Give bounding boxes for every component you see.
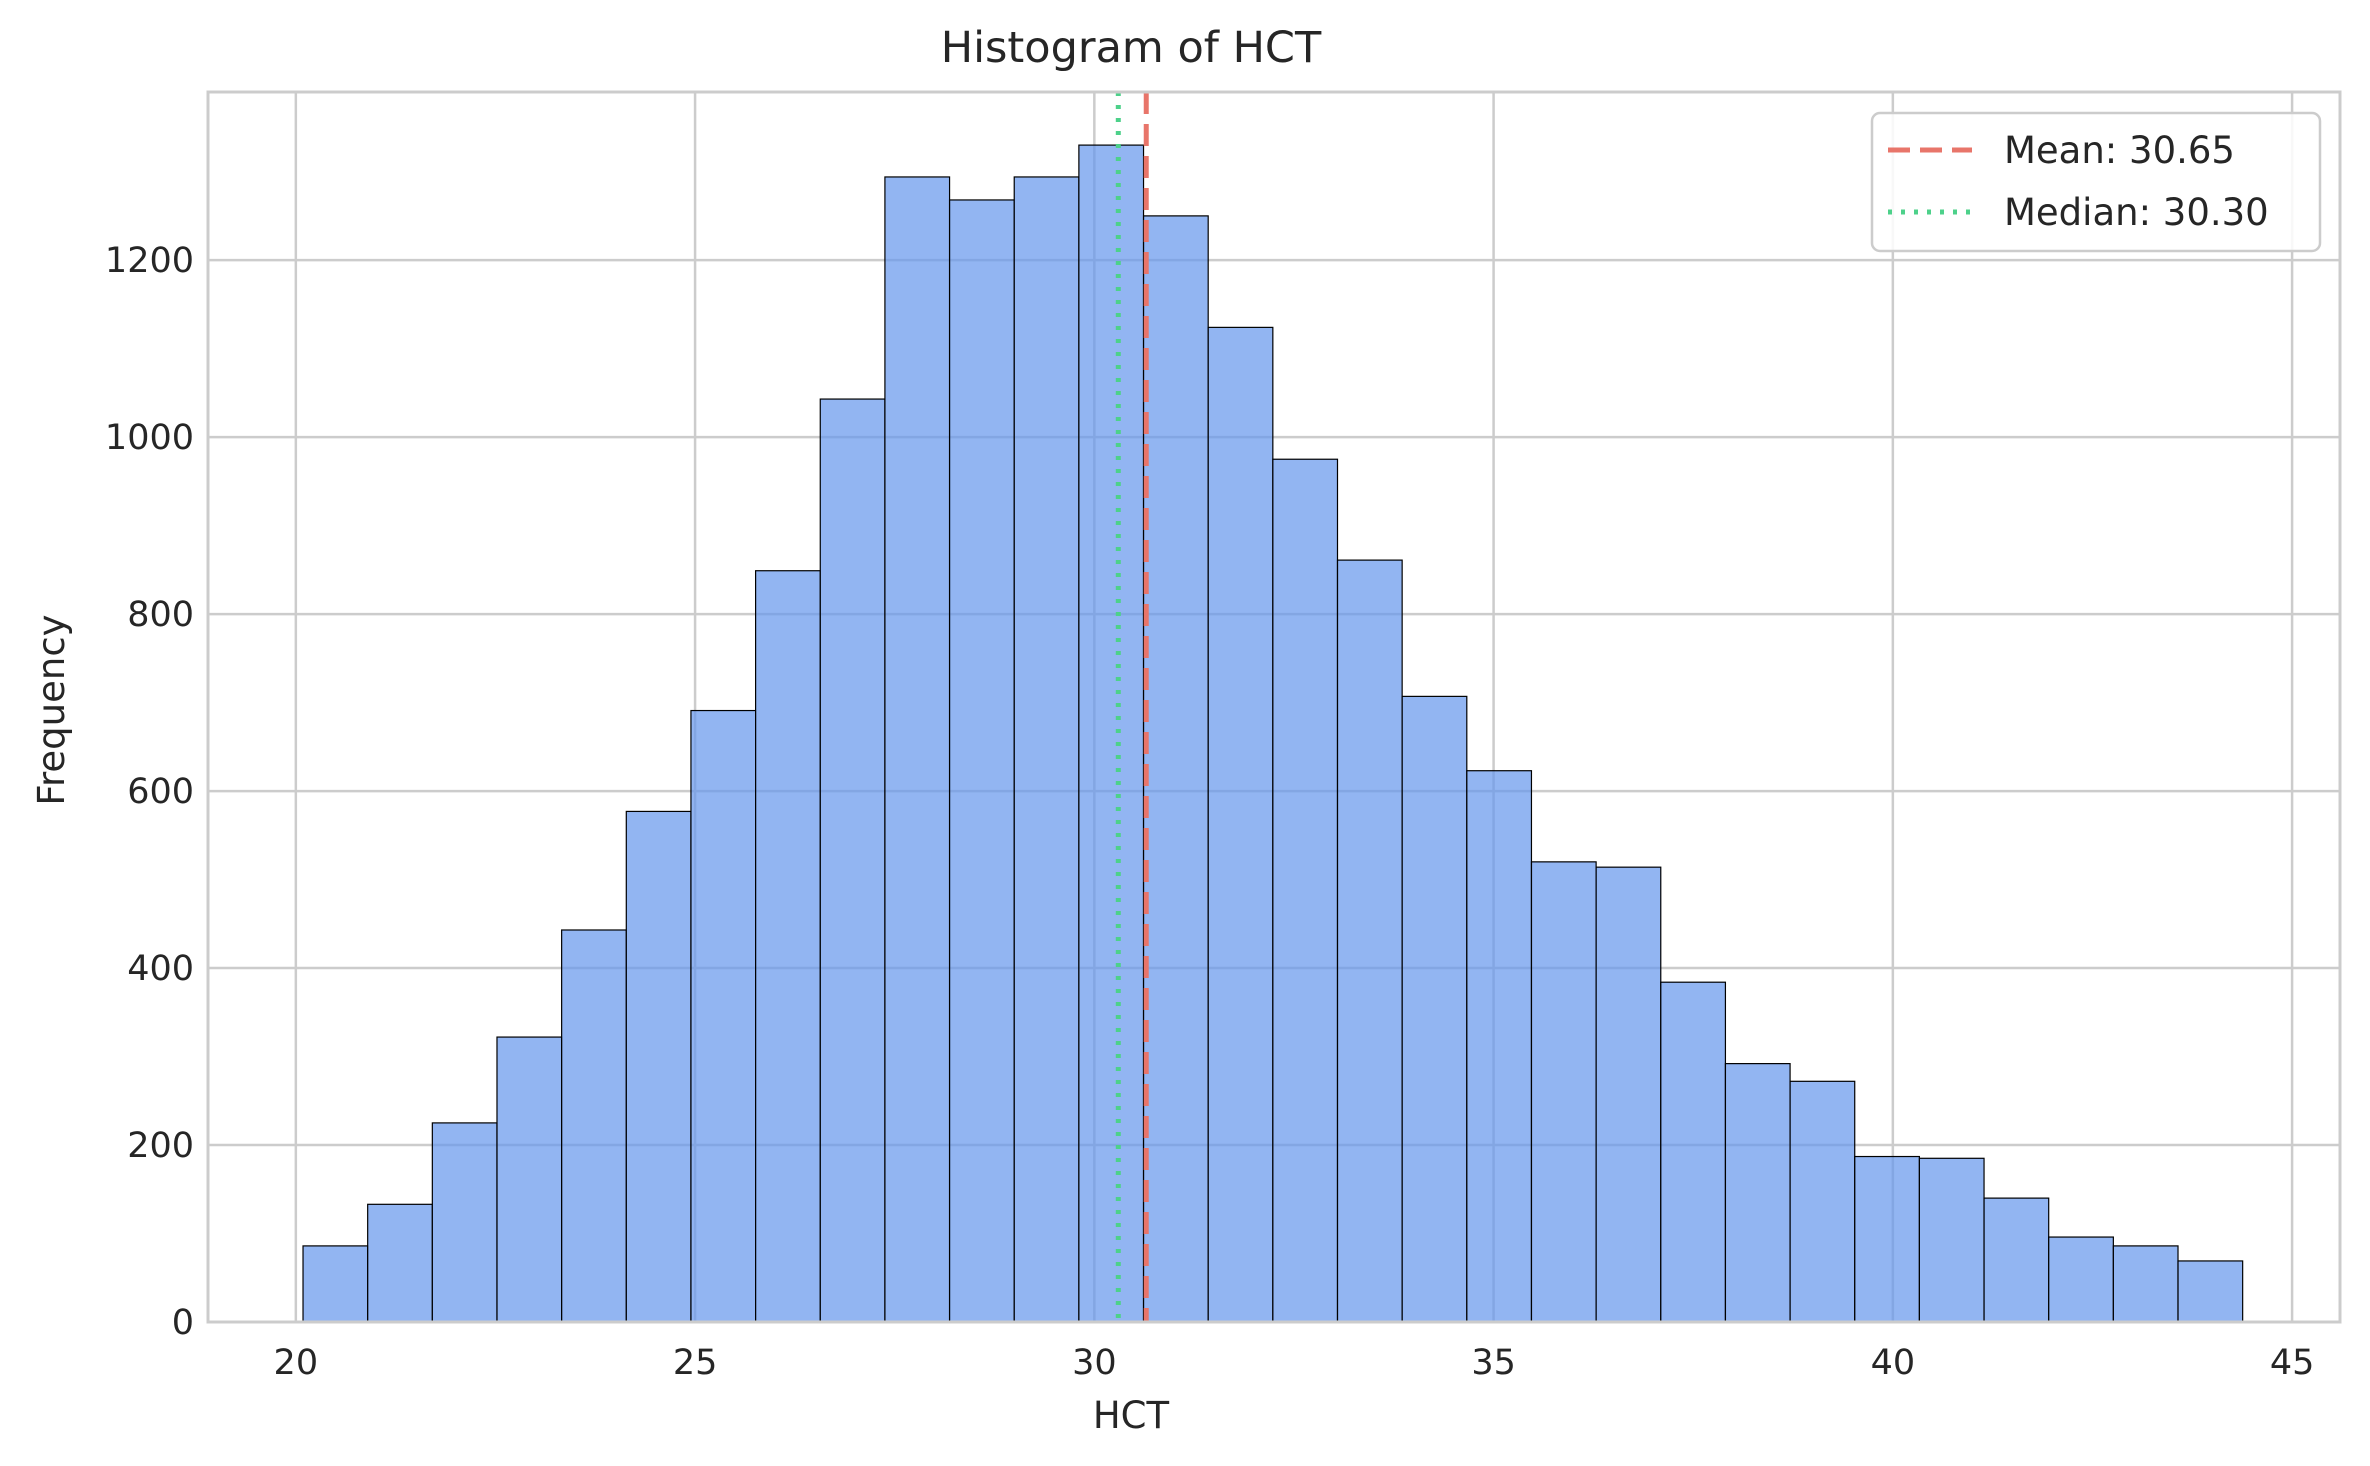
x-tick-label-0: 20 bbox=[274, 1343, 319, 1383]
histogram-bar-7 bbox=[755, 570, 821, 1323]
x-tick-label-3: 35 bbox=[1471, 1343, 1516, 1383]
y-tick-label-2: 400 bbox=[127, 949, 194, 989]
histogram-bar-17 bbox=[1401, 695, 1468, 1323]
histogram-bar-1 bbox=[367, 1203, 433, 1323]
histogram-bar-20 bbox=[1595, 866, 1662, 1323]
bars bbox=[302, 144, 2244, 1323]
histogram-bar-23 bbox=[1789, 1080, 1856, 1323]
histogram-bar-14 bbox=[1207, 326, 1274, 1323]
histogram-bar-8 bbox=[819, 398, 886, 1323]
x-tick-labels: 20 25 30 35 40 45 bbox=[274, 1343, 2315, 1383]
histogram-bar-15 bbox=[1272, 458, 1339, 1323]
histogram-bar-22 bbox=[1724, 1063, 1791, 1323]
histogram-bar-18 bbox=[1466, 770, 1533, 1323]
chart-title: Histogram of HCT bbox=[941, 23, 1322, 73]
x-tick-label-5: 45 bbox=[2270, 1343, 2315, 1383]
legend: Mean: 30.65 Median: 30.30 bbox=[1870, 111, 2322, 253]
histogram-bar-29 bbox=[2177, 1260, 2244, 1323]
x-axis-label: HCT bbox=[1093, 1394, 1170, 1437]
histogram-bar-11 bbox=[1013, 176, 1080, 1323]
histogram-bar-21 bbox=[1660, 981, 1727, 1323]
histogram-bar-10 bbox=[948, 199, 1015, 1323]
histogram-bar-9 bbox=[884, 176, 951, 1323]
y-axis-label: Frequency bbox=[30, 614, 73, 805]
x-tick-label-1: 25 bbox=[673, 1343, 718, 1383]
reference-lines bbox=[1115, 92, 1149, 1322]
plot-frame bbox=[206, 90, 2342, 1324]
histogram-bar-13 bbox=[1142, 215, 1209, 1323]
histogram-bar-16 bbox=[1336, 559, 1403, 1323]
x-tick-label-4: 40 bbox=[1871, 1343, 1916, 1383]
histogram-bar-2 bbox=[431, 1122, 498, 1323]
y-tick-label-6: 1200 bbox=[105, 241, 194, 281]
x-tick-label-2: 30 bbox=[1072, 1343, 1117, 1383]
y-tick-label-5: 1000 bbox=[105, 418, 194, 458]
y-tick-labels: 0 200 400 600 800 1000 1200 bbox=[105, 241, 194, 1343]
histogram-bar-26 bbox=[1983, 1197, 2050, 1323]
histogram-bar-28 bbox=[2112, 1245, 2179, 1323]
y-tick-label-4: 800 bbox=[127, 595, 194, 635]
histogram-bar-0 bbox=[302, 1245, 369, 1323]
y-tick-label-1: 200 bbox=[127, 1126, 194, 1166]
histogram-bar-5 bbox=[625, 810, 692, 1323]
histogram-bar-6 bbox=[690, 709, 757, 1323]
histogram-bar-27 bbox=[2048, 1236, 2114, 1323]
histogram-bar-12 bbox=[1078, 144, 1145, 1323]
histogram-bar-25 bbox=[1918, 1157, 1985, 1323]
legend-median-label: Median: 30.30 bbox=[2004, 191, 2269, 234]
histogram-bar-3 bbox=[496, 1036, 563, 1323]
histogram-bar-19 bbox=[1530, 861, 1597, 1323]
histogram-bar-24 bbox=[1854, 1155, 1920, 1323]
y-tick-label-0: 0 bbox=[172, 1303, 194, 1343]
legend-frame bbox=[1870, 111, 2322, 253]
y-tick-label-3: 600 bbox=[127, 772, 194, 812]
histogram-bar-4 bbox=[561, 929, 627, 1323]
legend-mean-label: Mean: 30.65 bbox=[2004, 129, 2235, 172]
